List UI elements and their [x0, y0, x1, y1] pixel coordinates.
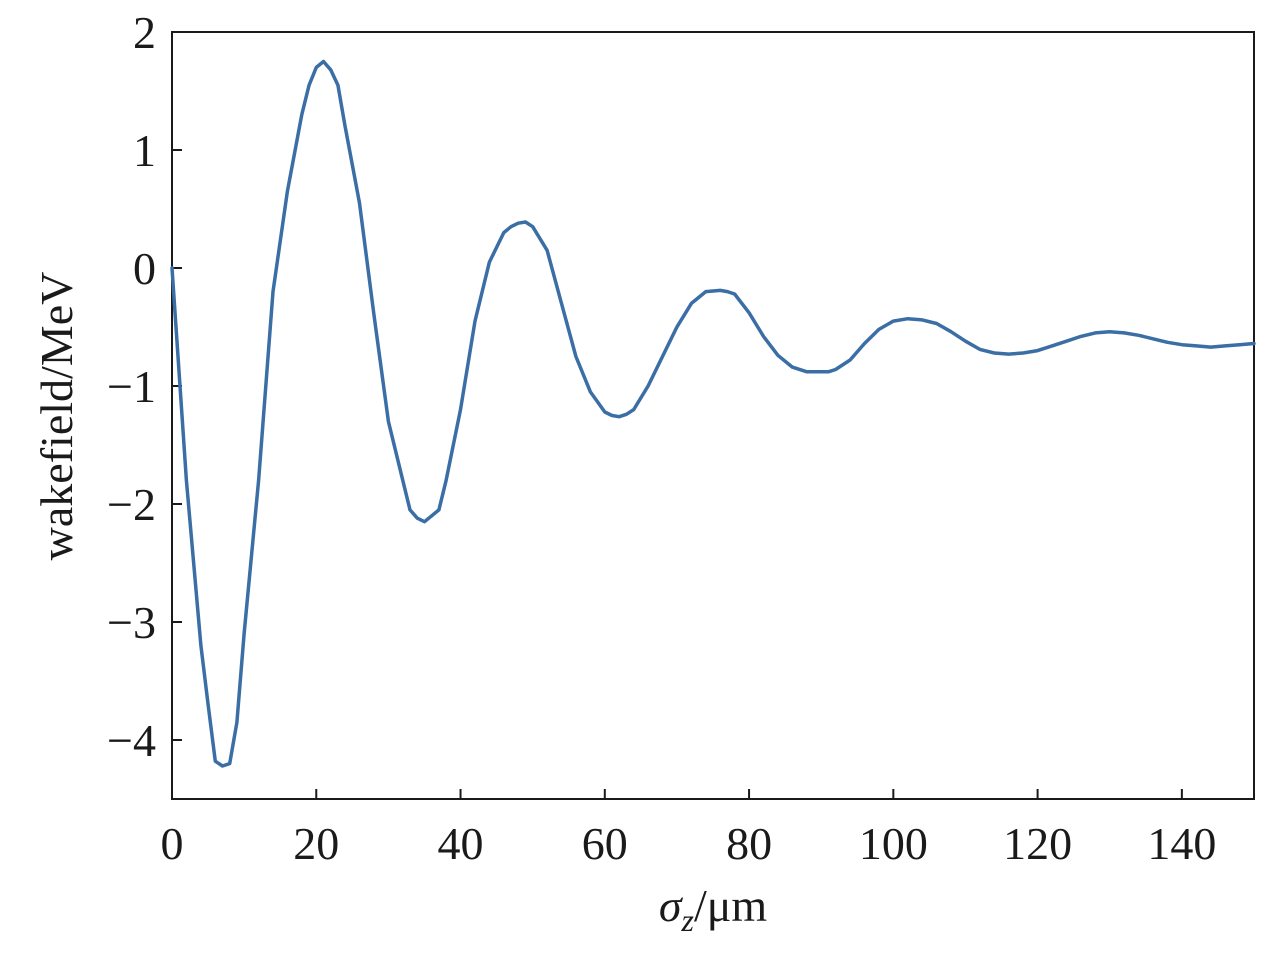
x-axis-ticks: 0 20 40 60 80 100 120 140: [161, 789, 1216, 869]
y-tick-label: −1: [107, 361, 156, 412]
x-tick-label: 60: [582, 818, 628, 869]
x-tick-label: 20: [293, 818, 339, 869]
x-tick-label: 100: [859, 818, 928, 869]
x-tick-label: 0: [161, 818, 184, 869]
y-axis-ticks: 2 1 0 −1 −2 −3 −4: [107, 7, 182, 766]
x-axis-label: σz/μm: [659, 880, 768, 938]
y-tick-label: 0: [133, 243, 156, 294]
x-axis-subscript: z: [681, 902, 695, 938]
y-tick-label: 2: [133, 7, 156, 58]
x-axis-symbol: σ: [659, 880, 684, 931]
y-tick-label: −4: [107, 715, 156, 766]
y-tick-label: −3: [107, 597, 156, 648]
y-tick-label: 1: [133, 125, 156, 176]
wakefield-series-line: [170, 59, 1256, 768]
y-tick-label: −2: [107, 479, 156, 530]
x-axis-unit: /μm: [694, 880, 767, 931]
x-tick-label: 40: [438, 818, 484, 869]
x-tick-label: 120: [1003, 818, 1072, 869]
series-group: [170, 59, 1256, 768]
plot-frame: [171, 31, 1255, 800]
x-tick-label: 80: [726, 818, 772, 869]
x-tick-label: 140: [1147, 818, 1216, 869]
y-axis-label: wakefield/MeV: [31, 272, 82, 561]
